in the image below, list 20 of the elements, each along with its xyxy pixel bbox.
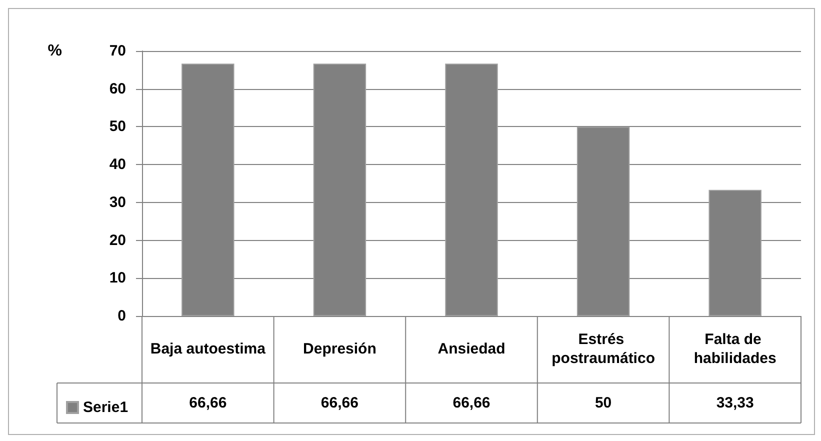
y-tick-label: 0 bbox=[118, 308, 126, 324]
y-tick-label: 50 bbox=[109, 118, 126, 136]
x-tick-label: Depresión bbox=[303, 340, 376, 358]
data-label: 50 bbox=[594, 394, 612, 412]
y-tick-label: 30 bbox=[109, 194, 126, 211]
data-label: 33,33 bbox=[716, 394, 754, 412]
y-tick-label: 40 bbox=[109, 156, 126, 174]
x-tick-label: Ansiedad bbox=[438, 340, 506, 358]
y-tick-label: 70 bbox=[109, 42, 126, 60]
y-tick-label: 10 bbox=[109, 270, 126, 287]
data-label: 66,66 bbox=[320, 394, 358, 412]
y-tick-label: 60 bbox=[109, 80, 126, 98]
y-tick-label: 20 bbox=[109, 232, 126, 249]
legend-label: Serie1 bbox=[83, 399, 128, 416]
data-label: 66,66 bbox=[189, 394, 227, 412]
x-tick-label: Estrés postraumático bbox=[552, 331, 655, 367]
x-tick-label: Falta de habilidades bbox=[694, 331, 776, 367]
data-label: 66,66 bbox=[452, 394, 490, 412]
x-tick-label: Baja autoestima bbox=[150, 340, 266, 358]
y-axis-title: % bbox=[48, 42, 62, 60]
